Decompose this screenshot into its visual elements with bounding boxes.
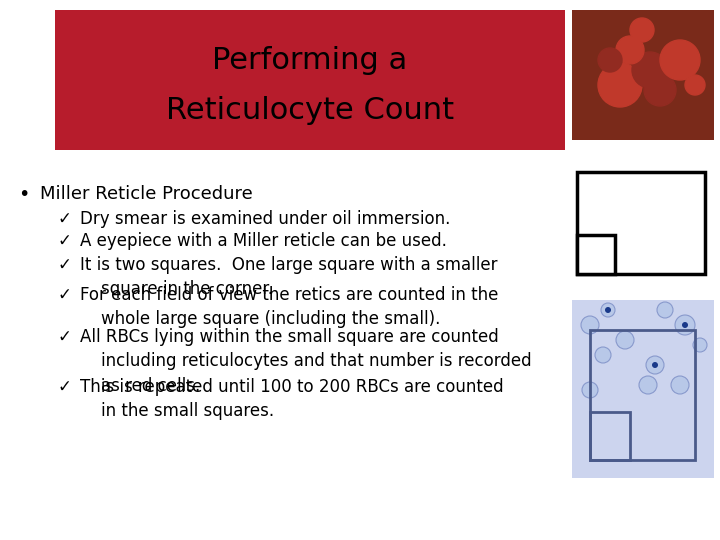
Circle shape [582, 382, 598, 398]
Circle shape [598, 48, 622, 72]
Bar [577, 235, 616, 274]
Bar [572, 300, 714, 478]
Circle shape [685, 75, 705, 95]
Bar [590, 412, 630, 460]
FancyBboxPatch shape [55, 10, 565, 150]
Circle shape [646, 356, 664, 374]
Text: This is repeated until 100 to 200 RBCs are counted
    in the small squares.: This is repeated until 100 to 200 RBCs a… [80, 378, 503, 420]
Circle shape [616, 36, 644, 64]
Circle shape [605, 307, 611, 313]
Circle shape [652, 362, 658, 368]
Text: Reticulocyte Count: Reticulocyte Count [166, 96, 454, 125]
Circle shape [682, 322, 688, 328]
Text: ✓: ✓ [58, 256, 72, 274]
Text: All RBCs lying within the small square are counted
    including reticulocytes a: All RBCs lying within the small square a… [80, 328, 531, 395]
Circle shape [657, 302, 673, 318]
Circle shape [675, 315, 695, 335]
Text: ✓: ✓ [58, 378, 72, 396]
Circle shape [639, 376, 657, 394]
Circle shape [601, 303, 615, 317]
Circle shape [630, 18, 654, 42]
Circle shape [660, 40, 700, 80]
Text: •: • [18, 185, 30, 204]
Circle shape [693, 338, 707, 352]
Text: Dry smear is examined under oil immersion.: Dry smear is examined under oil immersio… [80, 210, 451, 228]
Circle shape [595, 347, 611, 363]
Bar [572, 10, 714, 140]
Text: For each field of view the retics are counted in the
    whole large square (inc: For each field of view the retics are co… [80, 286, 498, 328]
Text: ✓: ✓ [58, 210, 72, 228]
Bar [590, 330, 695, 460]
Bar [577, 172, 705, 274]
Text: ✓: ✓ [58, 286, 72, 304]
Text: Miller Reticle Procedure: Miller Reticle Procedure [40, 185, 253, 203]
Text: A eyepiece with a Miller reticle can be used.: A eyepiece with a Miller reticle can be … [80, 232, 447, 250]
Circle shape [671, 376, 689, 394]
Text: ✓: ✓ [58, 328, 72, 346]
Text: Performing a: Performing a [212, 46, 408, 75]
Circle shape [581, 316, 599, 334]
Circle shape [616, 331, 634, 349]
Text: It is two squares.  One large square with a smaller
    square in the corner.: It is two squares. One large square with… [80, 256, 498, 298]
Circle shape [644, 74, 676, 106]
Circle shape [598, 63, 642, 107]
Text: ✓: ✓ [58, 232, 72, 250]
Circle shape [632, 52, 668, 88]
